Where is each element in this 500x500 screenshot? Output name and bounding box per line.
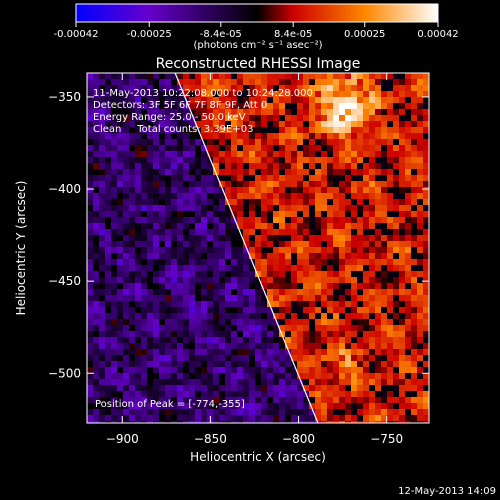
colorbar-tick-label: -8.4e-05 [200,29,242,40]
y-tick-label: −500 [48,366,81,380]
plot-frame [86,72,430,424]
y-axis-label: Heliocentric Y (arcsec) [14,181,28,316]
colorbar-tick-label: 0.00025 [344,29,385,40]
heatmap-image [87,73,429,423]
solar-limb-line [174,73,319,423]
colorbar-tick-label: 8.4e-05 [274,29,312,40]
colorbar-unit-label: (photons cm⁻² s⁻¹ asec⁻²) [193,40,322,51]
y-tick-label: −350 [48,90,81,104]
y-axis-ticks: −350 −400 −450 −500 [48,90,429,380]
footer-timestamp: 12-May-2013 14:09 [398,486,496,497]
annotation-time: 11-May-2013 10:22:08.000 to 10:24:28.000 [93,88,313,99]
x-axis-label: Heliocentric X (arcsec) [190,450,326,464]
colorbar-ticks: -0.00042 -0.00025 -8.4e-05 8.4e-05 0.00025 0.… [54,22,459,40]
chart-title: Reconstructed RHESSI Image [156,56,361,72]
y-tick-label: −450 [48,274,81,288]
annotation-energy: Energy Range: 25.0 - 50.0 keV [93,112,246,123]
annotation-clean: Clean Total counts: 3.39E+03 [93,124,253,135]
x-tick-label: −900 [106,432,139,446]
colorbar-tick-label: 0.00042 [417,29,458,40]
annotation-detectors: Detectors: 3F 5F 6F 7F 8F 9F, Att 0 [93,100,267,111]
colorbar-tick-label: -0.00025 [127,29,172,40]
colorbar [75,3,439,23]
colorbar-tick-label: -0.00042 [54,29,99,40]
peak-position-label: Position of Peak = [-774,-355] [95,399,245,410]
x-tick-label: −800 [282,432,315,446]
x-tick-label: −850 [194,432,227,446]
x-axis-ticks: −900 −850 −800 −750 [106,73,403,446]
y-tick-label: −400 [48,182,81,196]
x-tick-label: −750 [370,432,403,446]
